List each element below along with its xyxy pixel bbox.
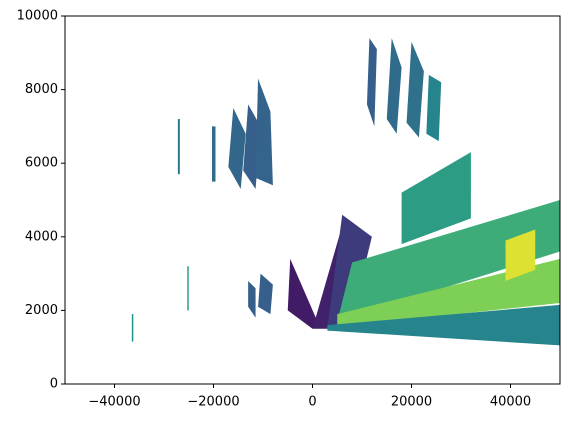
- mesh-patch: [426, 74, 442, 142]
- mesh-patch: [187, 266, 189, 311]
- y-tick-label: 0: [50, 377, 58, 392]
- mesh-patch: [337, 200, 560, 322]
- mesh-patch: [212, 126, 216, 182]
- x-tick-label: −20000: [187, 395, 239, 410]
- mesh-patch: [366, 38, 377, 127]
- mesh-patch: [255, 78, 273, 186]
- x-tick-label: 40000: [490, 395, 531, 410]
- mesh-patch: [327, 214, 372, 329]
- x-tick-label: −40000: [88, 395, 140, 410]
- x-tick-label: 0: [308, 395, 316, 410]
- mesh-patch: [131, 314, 134, 342]
- mesh-patch: [258, 273, 273, 315]
- mesh-patch: [177, 119, 180, 175]
- mesh-patch: [327, 304, 560, 346]
- y-tick-label: 10000: [17, 9, 58, 24]
- mesh-patch: [337, 258, 560, 327]
- mesh-patch: [401, 152, 471, 245]
- y-tick-label: 2000: [25, 303, 58, 318]
- mesh-patch: [248, 280, 256, 318]
- mesh-patch: [386, 38, 402, 134]
- y-tick-label: 6000: [25, 156, 58, 171]
- mesh-patch: [287, 258, 318, 329]
- mesh-patch: [406, 41, 424, 138]
- mesh-patch: [228, 108, 246, 189]
- y-tick-label: 8000: [25, 82, 58, 97]
- x-tick-label: 20000: [391, 395, 432, 410]
- mesh-patch: [505, 229, 536, 281]
- y-tick-label: 4000: [25, 229, 58, 244]
